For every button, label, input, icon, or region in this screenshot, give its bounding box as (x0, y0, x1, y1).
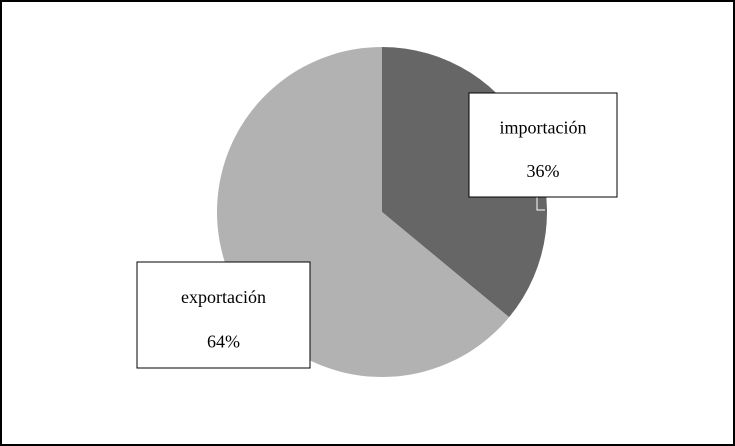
slice-value-label: 36% (527, 161, 560, 181)
label-box (136, 261, 311, 369)
leader-line (536, 197, 545, 211)
slice-label: exportación (181, 287, 266, 307)
slice-value-label: 64% (207, 332, 240, 352)
label-box (468, 92, 618, 198)
slice-label: importación (500, 118, 587, 138)
